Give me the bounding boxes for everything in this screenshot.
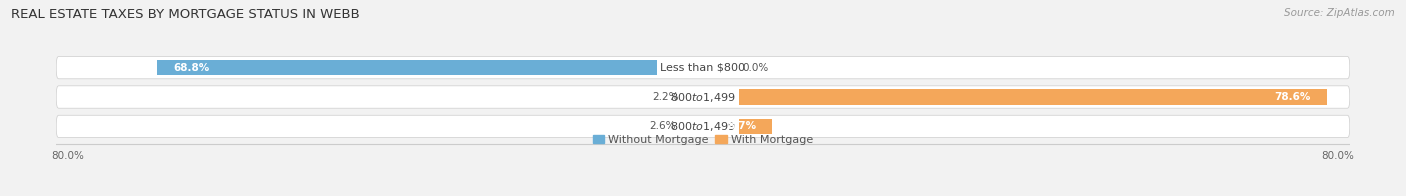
Text: 78.6%: 78.6% [1274, 92, 1310, 102]
FancyBboxPatch shape [56, 115, 1350, 138]
Text: 8.7%: 8.7% [727, 121, 756, 132]
Legend: Without Mortgage, With Mortgage: Without Mortgage, With Mortgage [588, 131, 818, 149]
Bar [703, 119, 772, 134]
Bar [703, 60, 735, 75]
Bar [686, 89, 703, 105]
Text: $800 to $1,499: $800 to $1,499 [671, 91, 735, 103]
FancyBboxPatch shape [56, 86, 1350, 108]
FancyBboxPatch shape [56, 56, 1350, 79]
Text: 2.6%: 2.6% [650, 121, 676, 132]
Text: 2.2%: 2.2% [652, 92, 679, 102]
Text: $800 to $1,499: $800 to $1,499 [671, 120, 735, 133]
Text: Less than $800: Less than $800 [661, 63, 745, 73]
Text: 0.0%: 0.0% [742, 63, 769, 73]
Bar [703, 89, 1327, 105]
Text: Source: ZipAtlas.com: Source: ZipAtlas.com [1284, 8, 1395, 18]
Bar [157, 60, 703, 75]
Text: 68.8%: 68.8% [173, 63, 209, 73]
Bar [682, 119, 703, 134]
Text: REAL ESTATE TAXES BY MORTGAGE STATUS IN WEBB: REAL ESTATE TAXES BY MORTGAGE STATUS IN … [11, 8, 360, 21]
